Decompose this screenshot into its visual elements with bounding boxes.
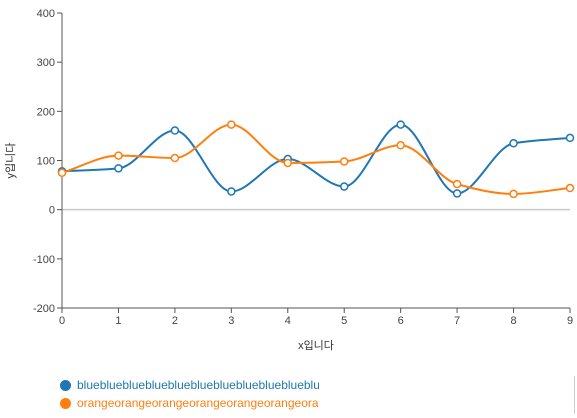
x-axis-title: x입니다	[298, 339, 334, 352]
data-point-blue[interactable]	[114, 164, 123, 173]
x-tick-label: 0	[59, 315, 65, 327]
y-axis-ticks: -200 -100 0 100 200 300 400	[33, 8, 62, 315]
series-line-blue	[61, 123, 571, 195]
x-axis-ticks: 0 1 2 3 4 5 6 7 8 9	[59, 308, 573, 327]
data-point-orange[interactable]	[509, 189, 518, 199]
data-point-blue[interactable]	[396, 120, 405, 129]
x-tick-label: 2	[172, 315, 178, 327]
legend-marker-blue	[60, 379, 71, 391]
y-tick-label: 200	[37, 106, 55, 118]
data-point-orange[interactable]	[565, 183, 575, 193]
legend: blueblueblueblueblueblueblueblueblueblue…	[60, 376, 320, 412]
data-point-blue[interactable]	[452, 189, 462, 198]
y-tick-label: 300	[37, 57, 55, 69]
x-tick-label: 5	[341, 315, 347, 327]
series-line-orange	[61, 123, 571, 195]
data-point-orange[interactable]	[396, 141, 405, 150]
data-point-blue[interactable]	[170, 126, 180, 135]
data-point-orange[interactable]	[57, 168, 67, 178]
data-point-blue[interactable]	[565, 133, 575, 143]
data-point-orange[interactable]	[114, 151, 123, 160]
y-tick-label: -100	[33, 254, 55, 266]
y-tick-label: -200	[33, 303, 55, 315]
data-point-blue[interactable]	[509, 139, 518, 148]
x-tick-label: 8	[510, 315, 516, 327]
series-layer	[57, 120, 575, 199]
legend-item-orange[interactable]: orangeorangeorangeorangeorangeorangeoran…	[60, 394, 320, 412]
data-point-orange[interactable]	[170, 153, 180, 163]
data-point-blue[interactable]	[227, 187, 236, 196]
data-point-blue[interactable]	[339, 182, 349, 191]
legend-scrollbar[interactable]	[574, 376, 575, 414]
x-tick-label: 9	[567, 315, 573, 327]
y-tick-label: 0	[49, 205, 55, 217]
data-point-orange[interactable]	[452, 179, 462, 189]
legend-marker-orange	[60, 397, 71, 409]
x-tick-label: 4	[285, 315, 291, 327]
x-tick-label: 3	[228, 315, 234, 327]
data-point-orange[interactable]	[339, 157, 349, 166]
x-tick-label: 6	[398, 315, 404, 327]
y-tick-label: 100	[37, 156, 55, 168]
x-tick-label: 7	[454, 315, 460, 327]
legend-label-blue: blueblueblueblueblueblueblueblueblueblue…	[77, 378, 319, 392]
legend-label-orange: orangeorangeorangeorangeorangeorangeoran…	[77, 396, 319, 410]
data-point-orange[interactable]	[283, 158, 293, 168]
y-tick-label: 400	[37, 8, 55, 20]
y-axis-title: y입니다	[4, 143, 17, 179]
legend-item-blue[interactable]: blueblueblueblueblueblueblueblueblueblue…	[60, 376, 320, 394]
x-tick-label: 1	[115, 315, 121, 327]
data-point-orange[interactable]	[227, 120, 236, 129]
